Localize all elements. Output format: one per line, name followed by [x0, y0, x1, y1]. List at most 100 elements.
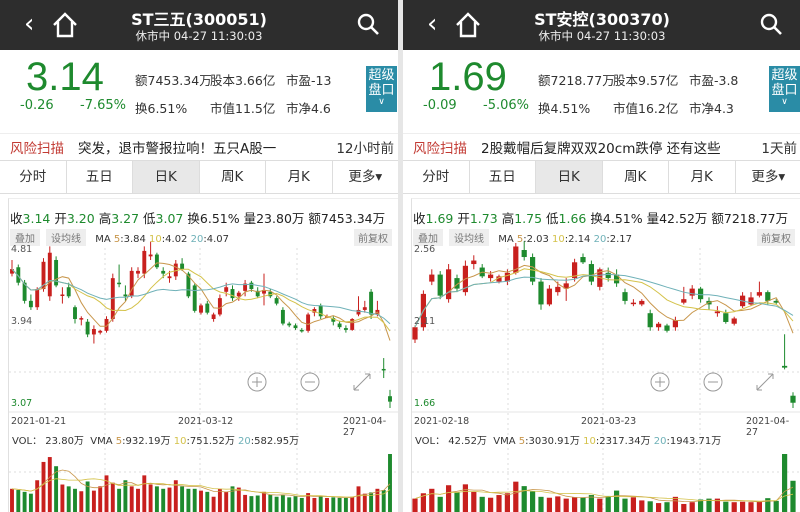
candle-body: [123, 294, 128, 297]
chevron-left-icon[interactable]: ‹: [427, 9, 438, 39]
tab-more[interactable]: 更多▾: [751, 169, 786, 185]
search-icon[interactable]: [759, 12, 783, 36]
volume-bar: [412, 498, 418, 512]
volume-bar: [154, 486, 159, 512]
volume-bar: [647, 501, 653, 512]
ma10-key: 10: [552, 234, 565, 245]
price-adjust-button[interactable]: 前复权: [354, 229, 392, 246]
vma20-value: 1943.71万: [669, 436, 722, 447]
zoom-out-icon[interactable]: [300, 372, 320, 392]
expand-icon[interactable]: [756, 373, 774, 391]
volume-bar: [571, 497, 578, 512]
high-value: 1.75: [514, 211, 543, 226]
candle-body: [681, 299, 687, 303]
candle-body: [714, 311, 721, 314]
volume-bar: [224, 491, 229, 512]
zoom-out-circle: [703, 372, 723, 392]
tab-monthly-k[interactable]: 月K: [669, 161, 736, 193]
search-icon[interactable]: [356, 12, 380, 36]
home-icon[interactable]: [453, 11, 483, 39]
tab-daily-k[interactable]: 日K: [133, 161, 200, 193]
tab-weekly-k[interactable]: 周K: [200, 161, 266, 193]
tab-five-day[interactable]: 五日: [470, 161, 536, 193]
candle-body: [748, 297, 754, 305]
volume-bar: [381, 490, 386, 512]
risk-scan-row[interactable]: 风险扫描 突发，退市警报拉响！五只A股一 12小时前: [0, 133, 398, 157]
volume-bar: [350, 496, 355, 512]
tab-monthly-k[interactable]: 月K: [266, 161, 333, 193]
zoom-in-circle: [247, 372, 267, 392]
volume-bar: [630, 497, 637, 512]
candle-body: [630, 302, 637, 305]
candle-body: [211, 314, 216, 320]
vma10-value: 751.52万: [189, 436, 235, 447]
volume-bar: [325, 497, 329, 512]
chevron-left-icon[interactable]: ‹: [24, 9, 35, 39]
ma-label: MA: [95, 234, 111, 245]
candle-body: [580, 257, 586, 263]
zoom-out-icon[interactable]: [703, 372, 723, 392]
low-value: 1.66: [558, 211, 587, 226]
risk-news-headline[interactable]: 2股戴帽后复牌双双20cm跌停 还有这些: [481, 141, 721, 157]
tab-intraday[interactable]: 分时: [403, 161, 470, 193]
tab-intraday[interactable]: 分时: [0, 161, 67, 193]
stat-shares: 股本3.66亿: [210, 73, 276, 88]
volume-bar: [129, 486, 134, 512]
volume-bar: [375, 488, 380, 512]
zoom-in-icon[interactable]: [650, 372, 670, 392]
candle-body: [129, 270, 134, 297]
chart-area[interactable]: [8, 198, 398, 512]
volume-bar: [655, 503, 662, 512]
set-ma-button[interactable]: 设均线: [449, 229, 489, 246]
kline-chart[interactable]: [403, 0, 800, 512]
home-icon[interactable]: [50, 11, 80, 39]
volume-bar: [580, 497, 586, 512]
risk-news-headline[interactable]: 突发，退市警报拉响！五只A股一: [78, 141, 277, 157]
tab-weekly-k[interactable]: 周K: [603, 161, 669, 193]
candle-body: [555, 286, 561, 293]
tab-five-day[interactable]: 五日: [67, 161, 133, 193]
volume-bar: [104, 475, 109, 512]
ma20-line: [414, 273, 794, 328]
volume-bar: [437, 496, 443, 512]
overlay-button[interactable]: 叠加: [10, 229, 40, 246]
candle-body: [28, 300, 33, 308]
super-orderbook-button[interactable]: 超级盘口 ∨: [366, 66, 397, 112]
tab-daily-k[interactable]: 日K: [536, 161, 603, 193]
header-bar: ‹ ST安控(300370) 休市中 04-27 11:30:03: [403, 0, 800, 50]
candle-body: [293, 325, 298, 329]
volume-bar: [420, 493, 427, 512]
stock-panel-right: ‹ ST安控(300370) 休市中 04-27 11:30:03 1.69 -…: [403, 0, 800, 512]
chart-area[interactable]: [411, 198, 800, 512]
tab-more[interactable]: 更多▾: [348, 169, 383, 185]
volume-bar: [773, 500, 779, 512]
zoom-in-plus: [252, 377, 262, 387]
candle-body: [613, 274, 620, 284]
high-value: 3.27: [111, 211, 140, 226]
chevron-down-icon: ∨: [781, 97, 788, 107]
candle-body: [445, 269, 452, 300]
low-label: 低: [546, 211, 559, 226]
volume-bar: [538, 496, 544, 512]
candle-body: [255, 290, 260, 297]
set-ma-button[interactable]: 设均线: [46, 229, 86, 246]
vma-label: VMA: [493, 436, 516, 447]
risk-scan-row[interactable]: 风险扫描 2股戴帽后复牌双双20cm跌停 还有这些 1天前: [403, 133, 800, 157]
candle-body: [765, 292, 771, 301]
overlay-button[interactable]: 叠加: [413, 229, 443, 246]
volume-bar: [199, 490, 203, 512]
volume-bar: [462, 484, 469, 512]
zoom-in-icon[interactable]: [247, 372, 267, 392]
ma5-key: 5: [113, 234, 121, 245]
kline-chart[interactable]: [0, 0, 398, 512]
zoom-in-plus: [655, 377, 665, 387]
y-tick-high: 2.56: [414, 244, 436, 255]
super-orderbook-button[interactable]: 超级盘口 ∨: [769, 66, 800, 112]
expand-icon[interactable]: [353, 373, 371, 391]
candle-body: [356, 309, 361, 315]
volume-bar: [790, 480, 796, 512]
price-adjust-button[interactable]: 前复权: [757, 229, 795, 246]
candle-body: [697, 288, 704, 300]
amount-label: 额: [711, 211, 724, 226]
candle-body: [154, 254, 159, 268]
